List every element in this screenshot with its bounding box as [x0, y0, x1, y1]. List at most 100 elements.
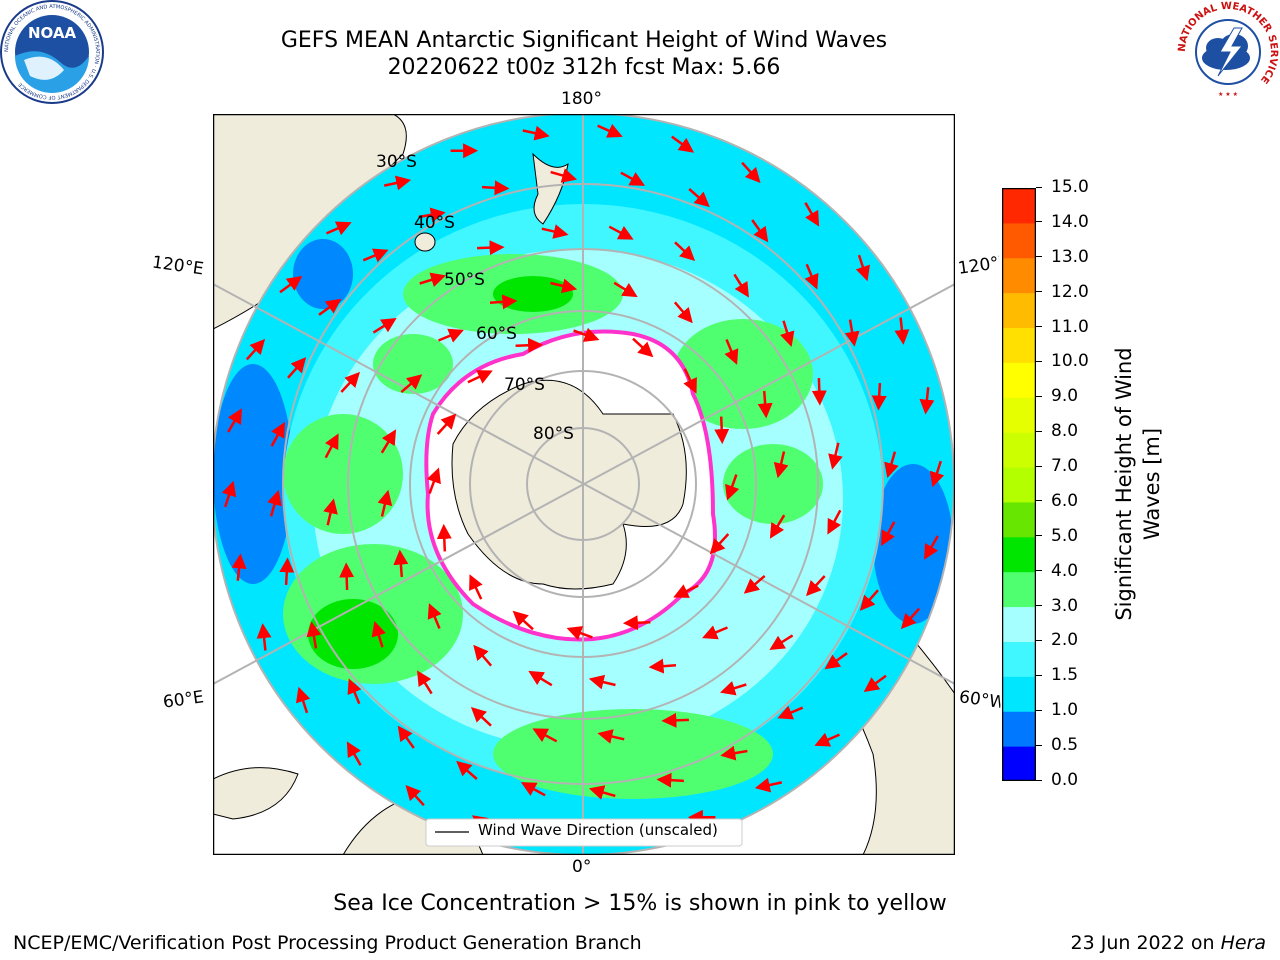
wind-arrow — [632, 337, 654, 358]
wind-arrow — [371, 621, 386, 648]
colorbar-tick-label: 9.0 — [1036, 386, 1078, 406]
sea-ice-caption: Sea Ice Concentration > 15% is shown in … — [333, 891, 947, 916]
wind-arrow — [608, 225, 634, 240]
wind-arrow — [473, 644, 493, 667]
colorbar-band — [1002, 536, 1036, 573]
wind-arrow — [588, 785, 616, 800]
colorbar-band — [1002, 362, 1036, 398]
wind-arrow — [688, 188, 710, 208]
wind-arrow — [743, 574, 766, 594]
wind-arrow — [597, 123, 623, 138]
wind-arrow — [520, 782, 546, 797]
wind-arrow — [597, 729, 625, 744]
wind-arrow — [757, 390, 773, 419]
wind-arrow — [613, 281, 638, 298]
wind-arrow — [714, 416, 730, 445]
wind-arrow — [467, 370, 493, 384]
wind-arrow — [340, 371, 361, 393]
wind-arrow — [671, 135, 695, 153]
wind-arrow — [814, 732, 841, 747]
wind-arrow — [804, 263, 819, 290]
wind-arrow — [456, 760, 478, 780]
wind-arrow — [324, 433, 339, 459]
wind-arrow — [393, 549, 409, 578]
colorbar-tick-label: 11.0 — [1036, 317, 1089, 337]
wind-arrow — [426, 467, 441, 494]
lon-label-180: 180° — [561, 89, 602, 109]
wind-arrow — [827, 509, 842, 535]
wind-arrow — [777, 705, 804, 720]
colorbar-band — [1002, 397, 1036, 433]
colorbar-band — [1002, 746, 1036, 781]
wind-arrow — [673, 301, 693, 324]
wind-arrow — [780, 320, 795, 347]
wind-arrow — [306, 621, 322, 649]
nws-logo: NATIONAL WEATHER SERVICE ★ ★ ★ — [1177, 1, 1279, 102]
wind-arrow — [469, 574, 483, 600]
wind-arrow — [673, 584, 699, 598]
tasmania-land — [414, 232, 436, 252]
colorbar-band — [1002, 501, 1036, 538]
lat-label-50s: 50°S — [444, 270, 485, 290]
wind-arrow — [573, 327, 600, 342]
noaa-logo: NATIONAL OCEANIC AND ATMOSPHERIC ADMINIS… — [0, 0, 104, 104]
wind-arrow — [811, 378, 827, 406]
wind-arrow — [674, 241, 696, 262]
wind-arrow — [709, 533, 730, 555]
wind-arrow — [751, 219, 769, 243]
wind-arrow — [824, 652, 848, 670]
wind-arrow — [377, 489, 393, 517]
wind-arrow — [741, 161, 761, 184]
lon-label-120e: 120°E — [150, 252, 205, 280]
wind-arrow — [900, 607, 921, 630]
wind-arrow — [881, 521, 896, 547]
colorbar-tick-label: 7.0 — [1036, 456, 1078, 476]
colorbar-tick-label: 1.0 — [1036, 700, 1078, 720]
wind-arrow — [661, 712, 689, 728]
wind-arrow — [720, 681, 747, 696]
wind-arrow — [400, 374, 423, 394]
wind-arrow — [871, 383, 887, 411]
wind-arrow — [279, 275, 303, 294]
lat-label-40s: 40°S — [414, 213, 455, 233]
wind-arrow — [477, 240, 505, 256]
wind-arrow — [725, 474, 740, 501]
colorbar-band — [1002, 606, 1036, 642]
wind-arrow — [550, 168, 578, 183]
colorbar-tick-label: 8.0 — [1036, 421, 1078, 441]
wind-arrow — [221, 480, 237, 508]
colorbar-band — [1002, 292, 1036, 329]
colorbar-tick-label: 13.0 — [1036, 247, 1089, 267]
colorbar-band — [1002, 257, 1036, 294]
wind-arrow — [805, 575, 826, 597]
antarctica-land — [451, 379, 687, 590]
wind-arrow — [588, 674, 616, 690]
wind-arrow — [702, 625, 728, 640]
svg-text:★ ★ ★: ★ ★ ★ — [1218, 91, 1238, 98]
wind-arrow — [859, 589, 879, 611]
lat-label-30s: 30°S — [376, 152, 417, 172]
colorbar-tick-label: 10.0 — [1036, 351, 1089, 371]
colorbar-band — [1002, 641, 1036, 677]
lat-label-60s: 60°S — [476, 324, 517, 344]
wind-arrow — [622, 615, 651, 631]
wind-arrow — [287, 357, 307, 379]
wind-arrow — [528, 670, 553, 687]
colorbar-label: Significant Height of Wind Waves [m] — [1112, 347, 1164, 621]
colorbar-tick-label: 3.0 — [1036, 596, 1078, 616]
colorbar-tick-label: 4.0 — [1036, 561, 1078, 581]
wind-arrow — [325, 221, 352, 236]
wind-arrow — [346, 741, 362, 766]
wind-arrow — [372, 318, 397, 334]
lat-label-80s: 80°S — [533, 424, 574, 444]
wind-arrow — [270, 421, 285, 447]
wind-arrow — [924, 535, 939, 560]
wind-arrow — [427, 603, 442, 629]
wind-arrow — [769, 514, 786, 539]
wind-arrow — [227, 408, 242, 433]
madagascar-land — [213, 767, 299, 820]
wind-arrow — [656, 772, 684, 788]
new-zealand-land — [532, 152, 569, 225]
wind-arrow — [295, 686, 311, 714]
colorbar-tick-label: 15.0 — [1036, 177, 1089, 197]
